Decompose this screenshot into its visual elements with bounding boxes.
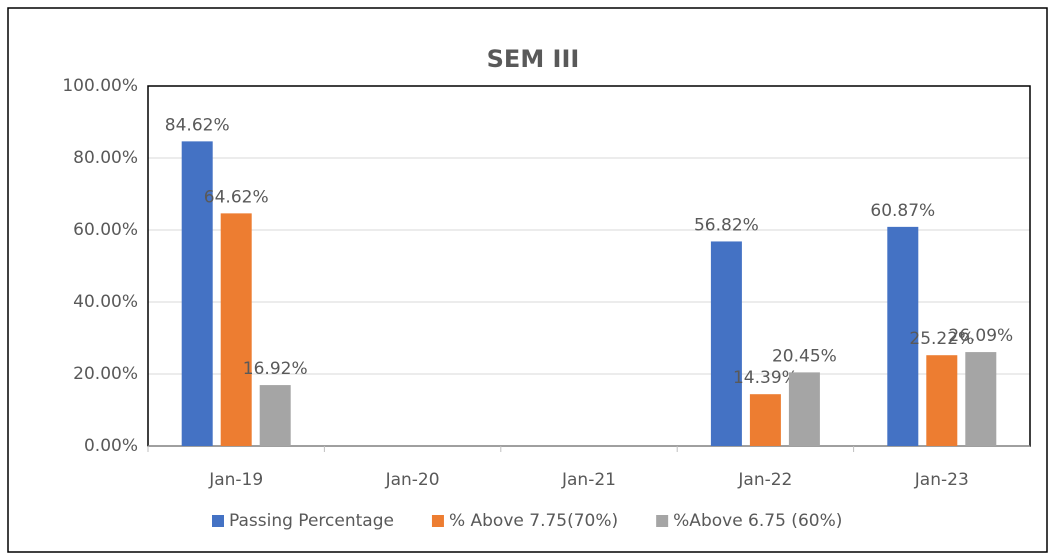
- bar: [220, 213, 252, 446]
- y-tick-label: 40.00%: [73, 292, 138, 312]
- data-label: 16.92%: [243, 359, 308, 379]
- y-tick-label: 0.00%: [84, 436, 138, 456]
- data-label: 84.62%: [165, 115, 230, 135]
- data-label: 14.39%: [733, 368, 798, 388]
- x-tick-label: Jan-21: [561, 470, 616, 490]
- bar: [887, 226, 919, 446]
- bar: [926, 355, 958, 446]
- legend-swatch: [431, 515, 444, 527]
- x-tick-label: Jan-23: [914, 470, 969, 490]
- bar: [181, 141, 213, 447]
- chart-title: SEM III: [487, 45, 580, 73]
- y-tick-label: 60.00%: [73, 220, 138, 240]
- data-label: 26.09%: [948, 326, 1013, 346]
- bar: [965, 352, 997, 446]
- bar: [710, 241, 742, 446]
- data-label: 56.82%: [694, 215, 759, 235]
- legend-label: Passing Percentage: [229, 511, 394, 531]
- bar: [259, 385, 291, 446]
- x-tick-label: Jan-20: [385, 470, 440, 490]
- bar: [749, 394, 781, 446]
- data-label: 64.62%: [204, 187, 269, 207]
- y-tick-label: 80.00%: [73, 148, 138, 168]
- data-label: 25.22%: [909, 329, 974, 349]
- legend-label: % Above 7.75(70%): [449, 511, 618, 531]
- data-label: 60.87%: [870, 201, 935, 221]
- x-tick-label: Jan-22: [737, 470, 792, 490]
- data-label: 20.45%: [772, 346, 837, 366]
- y-tick-label: 20.00%: [73, 364, 138, 384]
- chart-border: [7, 7, 1048, 553]
- legend-label: %Above 6.75 (60%): [673, 511, 842, 531]
- legend-swatch: [212, 515, 224, 527]
- y-tick-label: 100.00%: [62, 76, 138, 96]
- x-tick-label: Jan-19: [208, 470, 263, 490]
- bar: [788, 372, 820, 446]
- legend-swatch: [656, 515, 669, 527]
